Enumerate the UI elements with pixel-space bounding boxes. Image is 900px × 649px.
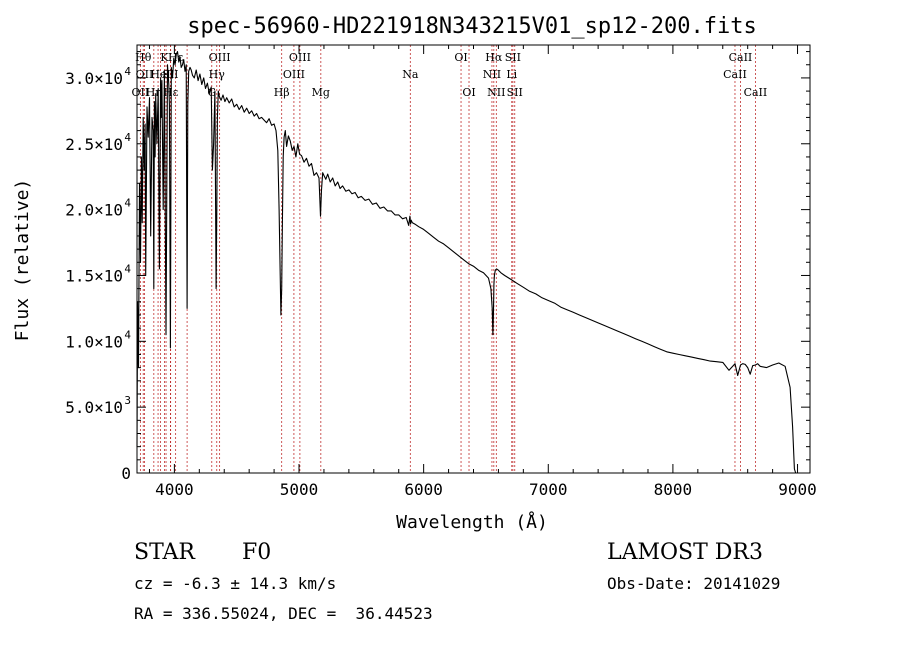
line-label: SII: [162, 68, 178, 81]
redshift-text: cz = -6.3 ± 14.3 km/s: [134, 574, 337, 593]
chart-title: spec-56960-HD221918N343215V01_sp12-200.f…: [187, 14, 757, 39]
obs-date: Obs-Date: 20141029: [607, 574, 781, 593]
y-tick-exponent: 3: [124, 394, 131, 407]
line-label: Li: [506, 68, 517, 81]
line-label: OII: [132, 86, 150, 99]
coordinates-text: RA = 336.55024, DEC = 36.44523: [134, 604, 433, 623]
y-tick-exponent: 4: [124, 131, 131, 144]
plot-frame: [136, 44, 811, 474]
y-tick-label: 0: [121, 464, 131, 483]
line-label: NII: [487, 86, 505, 99]
y-tick-exponent: 4: [124, 197, 131, 210]
line-label: Hα: [485, 51, 503, 64]
spectral-subclass: F0: [242, 540, 272, 565]
line-marker-group: [139, 45, 756, 473]
line-label: OIII: [209, 51, 231, 64]
x-tick-label: 7000: [529, 480, 568, 499]
line-label: HeI: [150, 68, 170, 81]
y-tick-label: 1.5×10: [65, 266, 123, 285]
line-label: Hθ: [135, 51, 152, 64]
line-label: OI: [454, 51, 467, 64]
line-label: OI: [462, 86, 475, 99]
line-label: Hη: [146, 86, 162, 99]
line-label: NII: [483, 68, 501, 81]
x-tick-label: 4000: [155, 480, 194, 499]
line-label: CaII: [744, 86, 768, 99]
x-tick-label: 6000: [404, 480, 443, 499]
x-axis-label: Wavelength (Å): [396, 511, 548, 533]
line-label-group: HθOIIOIIHηHeIKSIIHεHεGHγOIIIHβOIIIOIIIMg…: [132, 51, 768, 99]
line-label: Mg: [312, 86, 330, 99]
y-tick-exponent: 4: [124, 328, 131, 341]
line-label: CaII: [723, 68, 747, 81]
line-label: OIII: [283, 68, 305, 81]
y-axis-label: Flux (relative): [12, 179, 33, 342]
y-tick-label: 5.0×10: [65, 398, 123, 417]
spectrum-line: [136, 51, 797, 474]
line-label: K: [160, 51, 169, 64]
line-label: OIII: [289, 51, 311, 64]
y-tick-label: 3.0×10: [65, 69, 123, 88]
line-label: Na: [402, 68, 419, 81]
line-label: Hγ: [209, 68, 226, 81]
line-label: CaII: [729, 51, 753, 64]
line-label: SII: [505, 51, 521, 64]
survey-name: LAMOST DR3: [607, 540, 763, 565]
y-tick-label: 2.5×10: [65, 135, 123, 154]
y-tick-exponent: 4: [124, 262, 131, 275]
x-axis: 4000 5000 6000 7000 8000 9000: [148, 45, 817, 499]
x-tick-label: 5000: [280, 480, 319, 499]
line-label: Hβ: [274, 86, 290, 99]
y-axis: 05.0×10 31.0×10 41.5×10 42.0×10 42.5×10 43.0×…: [65, 51, 810, 483]
x-tick-label: 8000: [654, 480, 693, 499]
line-label: SII: [507, 86, 523, 99]
x-tick-label: 9000: [778, 480, 817, 499]
y-tick-exponent: 4: [124, 65, 131, 78]
object-class: STAR: [134, 540, 195, 565]
y-tick-label: 2.0×10: [65, 201, 123, 220]
y-tick-label: 1.0×10: [65, 332, 123, 351]
